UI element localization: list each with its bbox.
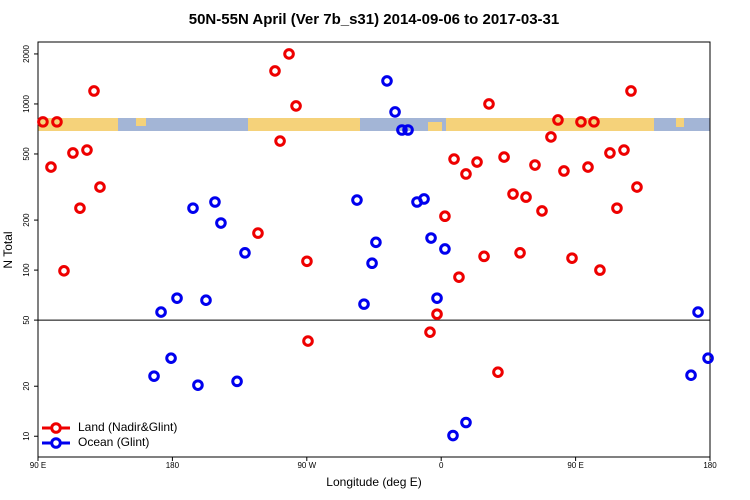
point (702, 352, 714, 364)
x-tick-label: 90 W (297, 461, 316, 470)
y-tick-label: 2000 (22, 44, 31, 62)
point (529, 159, 541, 171)
point (290, 100, 302, 112)
point (685, 369, 697, 382)
point (51, 116, 63, 128)
point (594, 264, 606, 276)
point (448, 153, 460, 165)
point (545, 131, 557, 143)
point (604, 147, 616, 159)
point (187, 202, 199, 214)
point (575, 116, 587, 128)
point (498, 151, 510, 163)
point (566, 252, 578, 264)
point (165, 352, 177, 364)
point (231, 375, 243, 388)
point (431, 292, 443, 304)
point (402, 124, 414, 136)
point (45, 161, 57, 173)
point (514, 247, 526, 259)
point (88, 85, 100, 97)
y-tick-label: 20 (22, 381, 31, 390)
y-tick-label: 1000 (22, 95, 31, 113)
point (618, 144, 630, 156)
point (582, 161, 594, 173)
point (492, 366, 504, 378)
x-tick-label: 0 (439, 461, 444, 470)
point (558, 165, 570, 177)
point (209, 196, 221, 208)
point (81, 144, 93, 156)
point (239, 247, 251, 259)
point (37, 116, 49, 128)
legend-label: Ocean (Glint) (78, 435, 149, 449)
point (58, 265, 70, 277)
point (351, 194, 363, 206)
point (460, 416, 472, 429)
point (381, 75, 393, 87)
point (631, 181, 643, 193)
point (301, 255, 313, 268)
point (283, 48, 295, 60)
point (471, 156, 483, 168)
point (370, 236, 382, 249)
point (447, 429, 459, 442)
point (269, 65, 281, 77)
chart-title: 50N-55N April (Ver 7b_s31) 2014-09-06 to… (189, 11, 559, 28)
point (215, 217, 227, 229)
point (424, 326, 436, 338)
point (453, 271, 465, 283)
point (439, 243, 451, 255)
point (396, 124, 408, 136)
point (418, 193, 430, 205)
point (431, 308, 443, 320)
point (536, 205, 548, 217)
x-tick-label: 180 (166, 461, 180, 470)
point (552, 114, 564, 126)
point (252, 227, 264, 239)
x-tick-label: 90 E (30, 461, 46, 470)
legend-marker (50, 437, 62, 449)
legend-label: Land (Nadir&Glint) (78, 420, 177, 434)
point (94, 181, 106, 193)
y-tick-label: 50 (22, 315, 31, 324)
point (520, 191, 532, 203)
y-axis-label: N Total (1, 231, 15, 268)
legend-marker (50, 422, 62, 434)
point (155, 306, 167, 318)
point (692, 306, 704, 318)
point (148, 370, 160, 382)
x-axis-label: Longitude (deg E) (326, 475, 421, 489)
point (611, 202, 623, 214)
point (358, 298, 370, 310)
point (478, 250, 490, 263)
plot-frame (37, 41, 711, 458)
map-strip (38, 118, 710, 131)
point (389, 106, 401, 118)
y-tick-label: 10 (22, 431, 31, 440)
point (274, 135, 286, 147)
point (425, 232, 437, 244)
x-tick-label: 180 (703, 461, 717, 470)
y-tick-label: 200 (22, 213, 31, 227)
point (200, 294, 212, 306)
point (439, 210, 451, 223)
y-tick-label: 500 (22, 147, 31, 161)
point (460, 168, 472, 180)
point (507, 188, 519, 200)
point (74, 202, 86, 214)
point (171, 292, 183, 304)
point (588, 116, 600, 128)
point (67, 147, 79, 159)
point (483, 98, 495, 110)
y-tick-label: 100 (22, 263, 31, 277)
point (625, 85, 637, 97)
point (302, 335, 314, 347)
x-tick-label: 90 E (567, 461, 583, 470)
point (192, 379, 204, 391)
point (366, 257, 378, 270)
